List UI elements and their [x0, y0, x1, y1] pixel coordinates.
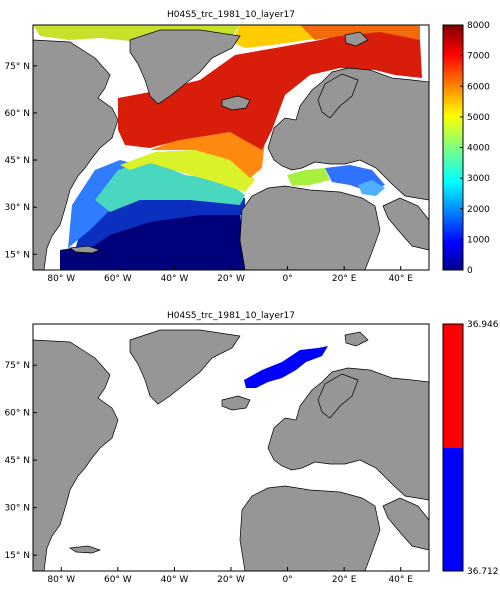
- bottom-land-europe: [267, 367, 429, 501]
- top-region-gyre: [95, 160, 245, 212]
- top-land-iceland: [221, 95, 251, 111]
- top-land-svalbard: [344, 31, 369, 47]
- bottom-land-iceland: [221, 395, 251, 411]
- top-region-gyre-yellow: [120, 150, 255, 192]
- top-region-subtropics-south: [75, 195, 245, 252]
- bottom-colorbar-blue: [443, 448, 463, 571]
- bottom-colorbar-tick-label: 36.712: [467, 567, 499, 577]
- top-y-tick-label: 15° N: [4, 250, 30, 260]
- top-colorbar-tick-label: 1000: [467, 235, 490, 245]
- bottom-y-axis: 75° N 60° N 45° N 30° N 15° N: [4, 361, 37, 561]
- bottom-region-greenland-sea-patch: [244, 346, 328, 388]
- bottom-y-tick-label: 75° N: [4, 361, 30, 371]
- bottom-land-cuba: [69, 545, 102, 554]
- bottom-x-tick-label: 20° E: [332, 575, 357, 585]
- top-land-arabia: [382, 197, 429, 251]
- top-x-tick-label: 0°: [282, 274, 292, 284]
- top-x-tick-label: 40° W: [161, 274, 189, 284]
- bottom-colorbar-tick-label: 36.946: [467, 320, 499, 330]
- bottom-land: [33, 329, 429, 571]
- top-land-north-america: [33, 39, 119, 270]
- top-y-tick-label: 30° N: [4, 203, 30, 213]
- top-region-arctic-rim-east: [232, 25, 320, 48]
- bottom-map: [33, 324, 429, 571]
- bottom-land-scandinavia: [317, 373, 359, 419]
- top-map-title: H04S5_trc_1981_10_layer17: [167, 10, 295, 20]
- top-colorbar-tick-label: 3000: [467, 174, 490, 184]
- top-colorbar-tick-label: 7000: [467, 52, 490, 62]
- bottom-x-tick-label: 0°: [282, 575, 292, 585]
- bottom-map-title: H04S5_trc_1981_10_layer17: [167, 311, 295, 321]
- bottom-land-arabia: [382, 497, 429, 551]
- top-region-mediterranean-west: [287, 168, 330, 186]
- bottom-colorbar-red: [443, 324, 463, 448]
- bottom-y-tick-label: 30° N: [4, 504, 30, 514]
- top-y-tick-label: 75° N: [4, 62, 30, 72]
- bottom-land-africa: [239, 485, 381, 571]
- bottom-land-north-america: [33, 339, 119, 571]
- top-y-tick-label: 60° N: [4, 109, 30, 119]
- bottom-y-tick-label: 45° N: [4, 456, 30, 466]
- top-colorbar-tick-label: 4000: [467, 144, 490, 154]
- top-colorbar-tick-label: 8000: [467, 21, 490, 31]
- top-region-black-sea-blue: [358, 180, 385, 196]
- top-land: [33, 29, 429, 270]
- top-region-gyre-orange: [150, 130, 265, 178]
- top-colorbar-ticks: 8000 7000 6000 5000 4000 3000 2000 1000 0: [460, 21, 490, 276]
- top-x-tick-label: 20° E: [332, 274, 357, 284]
- top-region-north-atlantic: [118, 28, 422, 150]
- top-colorbar-tick-label: 6000: [467, 82, 490, 92]
- bottom-y-tick-label: 15° N: [4, 551, 30, 561]
- bottom-y-tick-label: 60° N: [4, 409, 30, 419]
- top-map: [33, 25, 429, 270]
- top-region-tropics: [60, 210, 245, 270]
- top-colorbar-tick-label: 0: [467, 266, 473, 276]
- bottom-x-axis: 80° W 60° W 40° W 20° W 0° 20° E 40° E: [47, 567, 413, 585]
- bottom-x-tick-label: 20° W: [217, 575, 245, 585]
- top-land-cuba: [69, 245, 102, 254]
- top-land-greenland: [129, 29, 241, 105]
- bottom-x-tick-label: 80° W: [47, 575, 75, 585]
- top-colorbar-tick-label: 5000: [467, 113, 490, 123]
- top-y-axis: 75° N 60° N 45° N 30° N 15° N: [4, 62, 37, 260]
- top-land-scandinavia: [317, 73, 359, 119]
- top-x-axis: 80° W 60° W 40° W 20° W 0° 20° E 40° E: [47, 266, 413, 284]
- top-x-tick-label: 20° W: [217, 274, 245, 284]
- bottom-x-tick-label: 40° W: [161, 575, 189, 585]
- top-x-tick-label: 40° E: [388, 274, 413, 284]
- bottom-x-tick-label: 60° W: [104, 575, 132, 585]
- top-y-tick-label: 45° N: [4, 156, 30, 166]
- top-land-africa: [239, 185, 381, 270]
- top-land-europe: [267, 67, 429, 201]
- bottom-x-tick-label: 40° E: [388, 575, 413, 585]
- bottom-colorbar-frame: [442, 323, 464, 572]
- bottom-land-greenland: [129, 329, 241, 405]
- bottom-land-svalbard: [344, 331, 369, 347]
- top-x-tick-label: 80° W: [47, 274, 75, 284]
- top-x-tick-label: 60° W: [104, 274, 132, 284]
- bottom-colorbar-ticks: 36.946 36.712: [460, 320, 499, 577]
- top-colorbar-tick-label: 2000: [467, 205, 490, 215]
